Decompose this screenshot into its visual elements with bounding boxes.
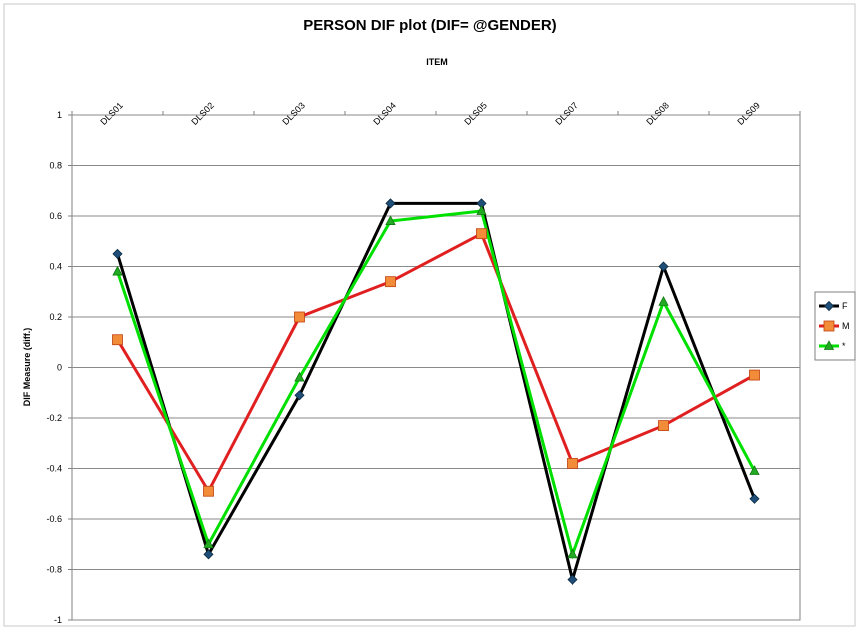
data-point — [112, 265, 123, 276]
y-tick-label: 0.4 — [49, 262, 62, 272]
data-point — [112, 248, 123, 259]
y-tick-label: 0.8 — [49, 161, 62, 171]
data-point — [203, 538, 214, 549]
y-tick-label: 1 — [57, 110, 62, 120]
legend-entry: F — [842, 301, 848, 311]
y-tick-label: -1 — [54, 615, 62, 625]
legend-entry: * — [842, 341, 846, 351]
chart-area-border — [3, 3, 856, 627]
y-tick-label: 0.2 — [49, 312, 62, 322]
data-point — [476, 228, 487, 240]
legend: FM * — [814, 291, 856, 361]
legend-marker — [823, 320, 835, 332]
data-point — [749, 493, 760, 504]
data-point — [476, 205, 487, 215]
data-point — [294, 371, 305, 382]
legend-marker — [823, 340, 835, 350]
legend-marker — [823, 300, 835, 312]
data-point — [567, 458, 578, 469]
y-tick-label: -0.4 — [46, 464, 62, 474]
data-point — [658, 420, 669, 431]
data-point — [658, 261, 669, 272]
y-axis-label: DIF Measure (diff.) — [22, 328, 32, 407]
y-tick-label: 0 — [57, 363, 62, 373]
x-axis-label: ITEM — [426, 57, 448, 67]
data-point — [385, 276, 396, 288]
data-point — [385, 198, 396, 209]
y-tick-label: -0.8 — [46, 565, 62, 575]
y-tick-label: -0.2 — [46, 413, 62, 423]
data-point — [567, 548, 578, 559]
y-tick-label: 0.6 — [49, 211, 62, 221]
data-point — [749, 369, 760, 381]
data-point — [112, 334, 123, 346]
data-point — [749, 465, 760, 475]
chart-title: PERSON DIF plot (DIF= @GENDER) — [303, 17, 556, 34]
series-line-* — [116, 209, 756, 560]
y-tick-label: -0.6 — [46, 514, 62, 524]
data-point — [203, 549, 214, 560]
series-line-F — [116, 201, 756, 586]
data-point — [385, 215, 396, 225]
data-point — [567, 574, 578, 585]
series-line-M — [116, 231, 756, 495]
data-point — [294, 311, 305, 323]
data-point — [294, 390, 305, 401]
data-point — [658, 295, 669, 306]
legend-entry: M — [842, 321, 850, 331]
data-point — [203, 485, 214, 497]
